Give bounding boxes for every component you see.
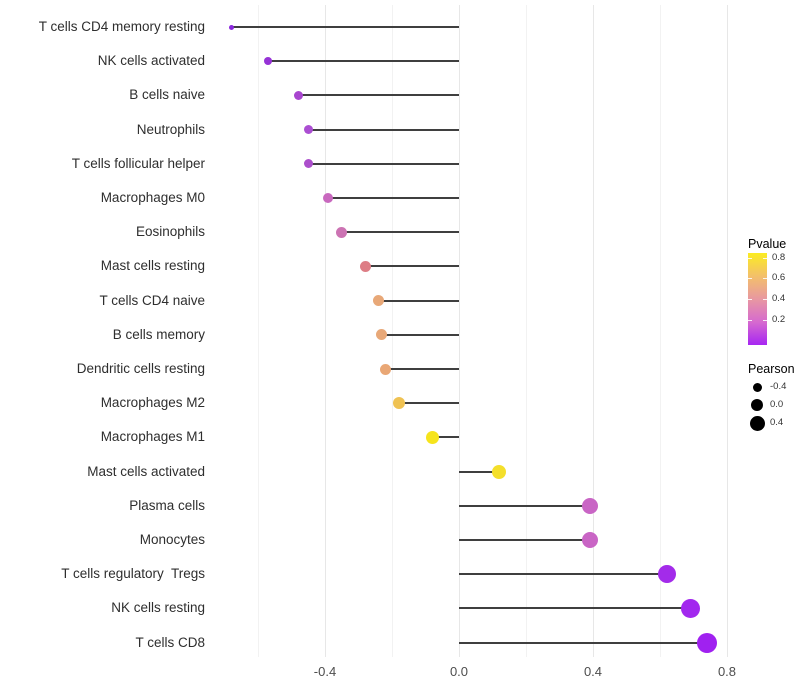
gradient-tick-mark [748, 258, 752, 260]
pearson-legend-label: 0.4 [770, 417, 784, 428]
category-label: Neutrophils [136, 121, 205, 137]
category-label: Mast cells resting [100, 258, 205, 274]
lollipop-stem [398, 402, 459, 405]
gradient-tick-mark [748, 299, 752, 300]
lollipop-stem [268, 60, 459, 63]
x-tick-label: 0.8 [717, 664, 737, 679]
x-tick-label: -0.4 [313, 664, 337, 679]
lollipop-dot [425, 430, 439, 444]
category-label: Mast cells activated [87, 463, 205, 479]
gradient-tick-mark [763, 278, 767, 280]
pearson-legend-label: -0.4 [770, 381, 787, 392]
category-label: NK cells activated [97, 53, 205, 69]
pvalue-legend: Pvalue 0.8 0.6 0.4 0.2 [748, 236, 800, 356]
pvalue-gradient-bar [748, 253, 767, 345]
gradient-tick-mark [763, 319, 767, 321]
lollipop-dot [293, 90, 303, 100]
category-label: Dendritic cells resting [76, 361, 205, 376]
pearson-legend-label: 0.0 [770, 399, 784, 410]
lollipop-dot [581, 532, 598, 548]
category-label: Macrophages M1 [100, 429, 205, 445]
category-label: T cells follicular helper [71, 155, 205, 171]
lollipop-dot [303, 159, 313, 169]
pvalue-legend-title: Pvalue [748, 237, 787, 251]
minor-gridline [526, 5, 527, 657]
lollipop-dot [376, 329, 388, 341]
lollipop-stem [231, 26, 459, 28]
category-label: T cells CD8 [135, 634, 205, 650]
category-label: Macrophages M0 [100, 190, 205, 205]
lollipop-stem [385, 368, 459, 370]
lollipop-stem [432, 436, 459, 439]
category-label: B cells naive [129, 87, 205, 103]
category-label: NK cells resting [111, 600, 205, 616]
category-label: B cells memory [112, 326, 205, 342]
lollipop-dot [359, 260, 371, 272]
category-label: Eosinophils [135, 224, 205, 240]
minor-gridline [392, 5, 393, 657]
lollipop-dot [492, 464, 507, 479]
lollipop-dot [379, 363, 391, 375]
major-gridline [459, 5, 460, 657]
lollipop-dot [264, 57, 273, 66]
category-label: T cells regulatory Tregs [61, 566, 205, 582]
lollipop-dot [581, 497, 598, 514]
lollipop-stem [308, 128, 459, 131]
gradient-tick-mark [763, 299, 767, 300]
x-tick-label: 0.0 [449, 664, 469, 679]
major-gridline [727, 5, 728, 657]
gradient-tick-mark [763, 258, 767, 260]
lollipop-stem [308, 162, 459, 165]
lollipop-stem [341, 231, 459, 234]
lollipop-dot [696, 632, 717, 653]
major-gridline [325, 5, 326, 657]
lollipop-stem [459, 539, 590, 541]
lollipop-stem [459, 573, 667, 576]
minor-gridline [258, 5, 259, 657]
lollipop-stem [459, 607, 691, 610]
category-label: T cells CD4 naive [99, 292, 205, 308]
lollipop-dot [323, 193, 334, 203]
gradient-tick-label: 0.2 [772, 313, 786, 325]
gradient-tick-label: 0.8 [772, 252, 786, 264]
pearson-legend-title: Pearson [748, 362, 795, 376]
lollipop-dot [303, 125, 313, 135]
lollipop-dot [680, 598, 700, 618]
pearson-legend-dot [752, 382, 762, 392]
x-tick-label: 0.4 [583, 664, 603, 679]
major-gridline [593, 5, 594, 657]
pearson-legend-dot [749, 415, 765, 431]
category-label: Macrophages M2 [100, 395, 205, 411]
lollipop-dot [392, 397, 405, 410]
lollipop-stem [328, 197, 459, 199]
lollipop-stem [381, 333, 459, 336]
lollipop-stem [459, 470, 500, 473]
lollipop-dot [373, 295, 385, 307]
pearson-legend: Pearson -0.4 0.0 0.4 [748, 361, 800, 441]
lollipop-stem [459, 504, 590, 507]
category-label: T cells CD4 memory resting [38, 19, 205, 34]
gradient-tick-label: 0.4 [772, 293, 786, 304]
lollipop-dot [657, 565, 676, 584]
minor-gridline [660, 5, 661, 657]
lollipop-dot [228, 24, 234, 30]
category-label: Monocytes [139, 532, 205, 547]
lollipop-stem [459, 641, 707, 644]
gradient-tick-label: 0.6 [772, 272, 786, 284]
gradient-tick-mark [748, 319, 752, 321]
lollipop-stem [298, 94, 459, 97]
pearson-legend-dot [751, 399, 763, 411]
category-label: Plasma cells [129, 497, 205, 513]
lollipop-stem [365, 265, 459, 268]
lollipop-stem [378, 299, 459, 302]
lollipop-dot [336, 226, 348, 238]
gradient-tick-mark [748, 278, 752, 280]
